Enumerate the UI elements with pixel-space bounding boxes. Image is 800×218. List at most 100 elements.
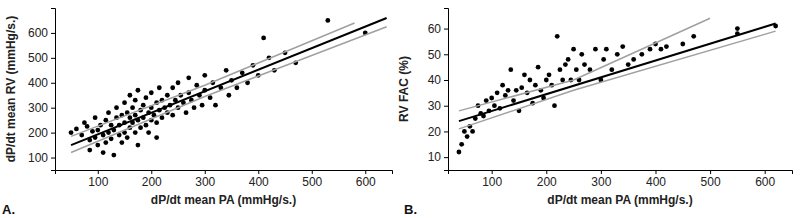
point [639,52,644,57]
y-tick-label: 10 [428,150,442,164]
point [735,26,740,31]
y-axis: 100200300400500600 [28,9,56,171]
point [85,124,90,129]
point [165,93,170,98]
point [579,52,584,57]
point [508,67,513,72]
y-tick-mark [51,108,55,109]
point [208,95,213,100]
point [144,95,149,100]
figure: 100 200 300 400 500 600 100 200 300 400 500 600 dP/d… [0,0,800,218]
point [141,103,146,108]
point [154,135,159,140]
y-tick-label: 100 [28,151,48,165]
point [136,88,141,93]
y-axis-title: dP/dt mean RV (mmHg/s.) [4,16,18,162]
point [95,143,100,148]
x-tick-label: 300 [195,175,215,189]
point [170,85,175,90]
point [261,36,266,41]
x-tick-mark [765,170,766,174]
point [106,110,111,115]
plot-area [69,18,387,157]
point [457,150,462,155]
x-tick-mark [601,170,602,174]
point [558,67,563,72]
y-tick: 50 [428,48,448,62]
x-tick-mark [312,170,313,174]
point [528,78,533,83]
point [224,68,229,73]
point [127,115,132,120]
y-tick-label: 500 [28,51,48,65]
point [615,52,620,57]
x-tick: 100 [482,170,502,189]
point [184,110,189,115]
point [470,129,475,134]
point [119,140,124,145]
point [125,135,130,140]
point [506,88,511,93]
point [571,47,576,52]
point [484,98,489,103]
point [90,129,95,134]
point [103,140,108,145]
point [160,115,165,120]
point [176,80,181,85]
point [631,57,636,62]
y-tick-label: 600 [28,26,48,40]
point [489,96,494,101]
x-tick: 300 [195,170,215,189]
x-tick-mark [365,170,366,174]
point [114,105,119,110]
point [192,105,197,110]
y-tick-label: 20 [428,125,442,139]
point [213,103,218,108]
y-tick: 500 [28,51,55,65]
point [500,83,505,88]
point [492,103,497,108]
x-tick-label: 500 [701,175,721,189]
x-tick-label: 600 [755,175,775,189]
y-tick-label: 200 [28,126,48,140]
y-axis-line [51,9,56,171]
y-tick: 60 [428,22,448,36]
point [144,123,149,128]
point [200,103,205,108]
x-tick: 600 [755,170,775,189]
point [519,85,524,90]
y-tick-mark [51,83,55,84]
x-tick: 200 [142,170,162,189]
point [593,47,598,52]
fit-line [459,31,776,129]
x-axis: 100200300400500600 [449,170,793,189]
panel-label: A. [2,202,15,217]
point [101,150,106,155]
x-tick-mark [258,170,259,174]
y-tick-mark [51,158,55,159]
plot-area [457,18,778,154]
point [234,85,239,90]
point [226,93,231,98]
scatter-series [457,24,778,155]
point [138,125,143,130]
point [533,83,538,88]
point [664,44,669,49]
x-tick-mark [546,170,547,174]
point [511,98,516,103]
x-tick-label: 100 [88,175,108,189]
fit-line [459,18,710,111]
fit-line [71,27,387,153]
fit-line [459,23,776,121]
point [604,47,609,52]
x-tick-label: 200 [142,175,162,189]
x-tick-label: 100 [482,175,502,189]
x-tick-label: 400 [646,175,666,189]
y-tick-label: 30 [428,99,442,113]
y-tick-mark [51,133,55,134]
y-tick-label: 400 [28,76,48,90]
point [122,100,127,105]
x-tick: 400 [249,170,269,189]
point [157,85,162,90]
x-tick-label: 300 [591,175,611,189]
